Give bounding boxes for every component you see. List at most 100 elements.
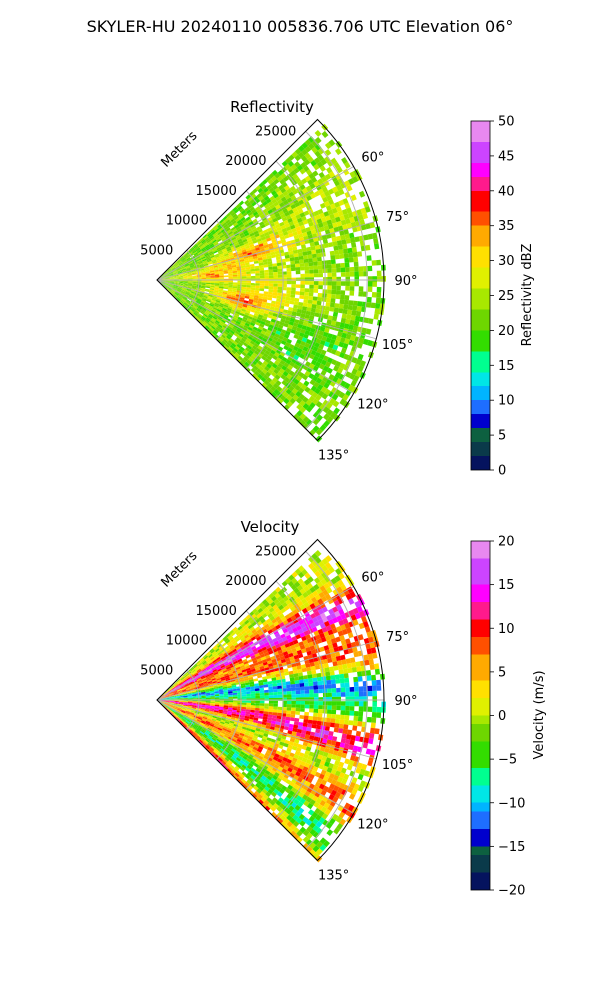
field-cell [297,323,303,329]
field-cell [272,803,279,809]
field-cell [256,757,262,763]
field-cell [215,676,221,680]
field-cell [214,287,219,290]
field-cell [309,708,314,713]
field-cell [285,770,292,776]
field-cell [272,661,278,666]
field-cell [235,337,241,342]
field-cell [309,273,314,278]
field-cell [253,365,259,371]
field-cell [295,701,301,705]
field-cell [255,760,261,766]
field-cell [258,602,265,608]
field-cell [268,360,274,366]
field-cell [279,655,286,661]
field-cell [324,388,331,396]
field-cell [293,304,299,309]
field-cell [195,247,201,252]
field-cell [175,291,180,295]
field-cell [229,257,235,261]
field-cell [193,671,198,675]
field-cell [225,299,231,303]
field-cell [214,741,219,746]
field-cell [259,265,264,269]
field-cell [164,703,169,706]
field-cell [302,374,309,381]
field-cell [323,211,330,217]
field-cell [255,693,260,696]
field-cell [202,681,208,684]
field-cell [204,312,209,317]
field-cell [289,254,295,258]
field-cell [315,214,321,220]
field-cell [290,260,296,265]
field-cell [206,258,212,262]
field-cell [265,371,271,378]
field-cell [261,179,268,185]
field-cell [175,291,180,295]
field-cell [223,724,229,728]
field-cell [163,704,168,708]
field-cell [334,340,340,346]
field-cell [275,380,282,386]
field-cell [221,248,227,252]
field-cell [266,675,272,679]
field-cell [201,315,207,320]
field-cell [181,709,187,712]
field-cell [214,235,220,240]
field-cell [264,689,269,693]
field-cell [258,262,264,266]
field-cell [210,276,215,278]
field-cell [313,736,319,742]
field-cell [342,394,349,401]
field-cell [226,716,232,719]
field-cell [268,650,274,655]
field-cell [350,221,357,228]
field-cell [199,318,205,323]
field-cell [276,215,282,221]
field-cell [285,226,292,232]
field-cell [223,268,228,271]
field-cell [174,282,179,284]
field-cell [271,595,277,602]
field-cell [216,718,221,722]
field-cell [263,713,269,718]
field-cell [266,255,272,259]
field-cell [192,306,197,311]
field-cell [169,685,174,689]
field-cell [183,716,188,720]
field-cell [201,308,206,313]
field-cell [293,378,300,385]
field-cell [287,310,293,315]
field-cell [192,694,197,696]
field-cell [321,130,329,138]
field-cell [185,265,190,269]
field-cell [326,402,333,410]
field-cell [224,343,230,349]
field-cell [271,680,277,684]
field-cell [303,753,309,759]
field-cell [201,719,207,722]
field-cell [193,724,198,729]
field-cell [226,246,231,250]
field-cell [210,703,215,705]
field-cell [218,689,224,692]
field-cell [241,308,247,313]
field-cell [311,176,318,183]
field-cell [297,743,303,749]
field-cell [285,657,291,662]
field-cell [258,325,264,331]
colorbar-tick-label: 50 [498,115,515,130]
field-cell [309,242,315,247]
velocity-title: Velocity [241,518,300,536]
field-cell [264,770,271,776]
field-cell [210,301,216,305]
field-cell [183,274,188,277]
field-cell [295,711,300,715]
field-cell [269,726,275,731]
field-cell [228,751,234,757]
field-cell [192,693,197,696]
field-cell [245,291,251,295]
field-cell [262,676,267,680]
field-cell [324,190,331,197]
